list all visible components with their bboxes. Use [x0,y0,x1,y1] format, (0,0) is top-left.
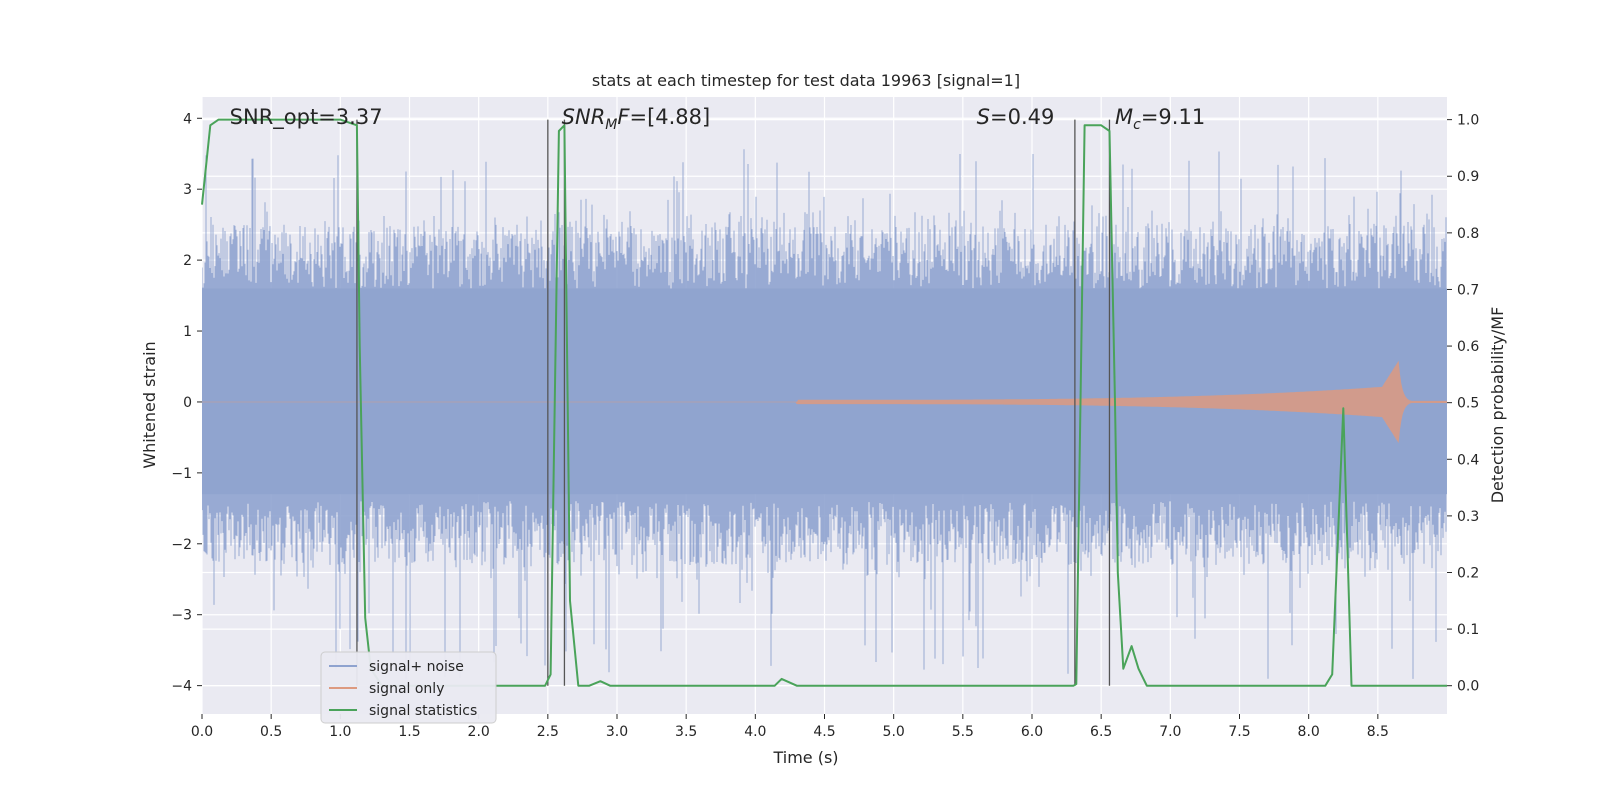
x-tick-label: 3.5 [675,724,697,740]
y-right-axis-ticks: 1.0 0.9 0.8 0.7 0.6 0.5 0.4 0.3 0.2 0.1 0.0 [1447,113,1479,695]
y-left-axis-label: Whitened strain [140,341,159,468]
legend-box [320,651,497,724]
y-left-tick-label: −2 [171,537,192,553]
y-left-tick-label: −1 [171,466,192,482]
legend-label: signal only [369,681,444,697]
y-right-tick-label: 0.2 [1457,565,1479,581]
noise-core [202,288,1447,495]
vertical-markers [356,119,1111,686]
annotation-3: Mc=9.11 [1115,105,1205,133]
x-tick-label: 7.5 [1228,724,1250,740]
y-right-tick-label: 0.0 [1457,679,1479,695]
x-tick-label: 0.5 [260,724,282,740]
x-tick-label: 2.5 [537,724,559,740]
annotation-1: SNRMF=[4.88] [562,105,711,133]
x-tick-label: 0.0 [191,724,213,740]
x-tick-label: 5.0 [883,724,905,740]
y-right-tick-label: 0.3 [1457,509,1479,525]
x-tick-label: 4.0 [744,724,766,740]
legend: signal+ noise signal only signal statistic… [320,651,497,724]
y-right-tick-label: 0.4 [1457,452,1479,468]
legend-label: signal+ noise [369,659,464,675]
annotation-0: SNR_opt=3.37 [230,105,383,130]
y-left-tick-label: 1 [183,324,192,340]
chirp-envelope [202,360,1447,444]
stats-line [201,118,1447,687]
y-right-tick-label: 0.9 [1457,169,1479,185]
y-right-tick-label: 1.0 [1457,113,1479,129]
x-tick-label: 7.0 [1159,724,1181,740]
y-left-tick-label: 0 [183,395,192,411]
x-tick-label: 2.0 [468,724,490,740]
x-tick-label: 1.5 [398,724,420,740]
y-right-tick-label: 0.1 [1457,622,1479,638]
y-left-tick-label: −3 [171,608,192,624]
y-right-tick-label: 0.7 [1457,282,1479,298]
x-axis-ticks: 0.0 0.5 1.0 1.5 2.0 2.5 3.0 3.5 4.0 4.5 5.0 5.5 6.0 6… [191,714,1389,740]
annotation-2: S=0.49 [977,105,1055,129]
y-left-tick-label: −4 [171,679,192,695]
series-signal-only [202,360,1447,444]
y-left-tick-label: 4 [183,111,192,127]
x-tick-label: 6.5 [1090,724,1112,740]
series-signal-statistics [201,118,1447,687]
legend-label: signal statistics [369,703,477,719]
y-left-axis-ticks: 4 3 2 1 0 −1 −2 −3 −4 [171,111,202,695]
x-tick-label: 1.0 [329,724,351,740]
chart-title: stats at each timestep for test data 199… [592,71,1020,90]
y-left-tick-label: 2 [183,253,192,269]
x-tick-label: 3.0 [606,724,628,740]
x-tick-label: 6.0 [1021,724,1043,740]
y-right-tick-label: 0.6 [1457,339,1479,355]
y-left-tick-label: 3 [183,182,192,198]
y-right-tick-label: 0.5 [1457,396,1479,412]
x-tick-label: 8.5 [1367,724,1389,740]
y-right-tick-label: 0.8 [1457,226,1479,242]
x-tick-label: 8.0 [1298,724,1320,740]
x-tick-label: 4.5 [813,724,835,740]
x-tick-label: 5.5 [952,724,974,740]
x-axis-label: Time (s) [772,748,838,767]
annotations: SNR_opt=3.37 SNRMF=[4.88] S=0.49 Mc=9.11 [230,105,1206,133]
series-signal-plus-noise [202,149,1447,680]
y-right-axis-label: Detection probability/MF [1488,307,1507,504]
